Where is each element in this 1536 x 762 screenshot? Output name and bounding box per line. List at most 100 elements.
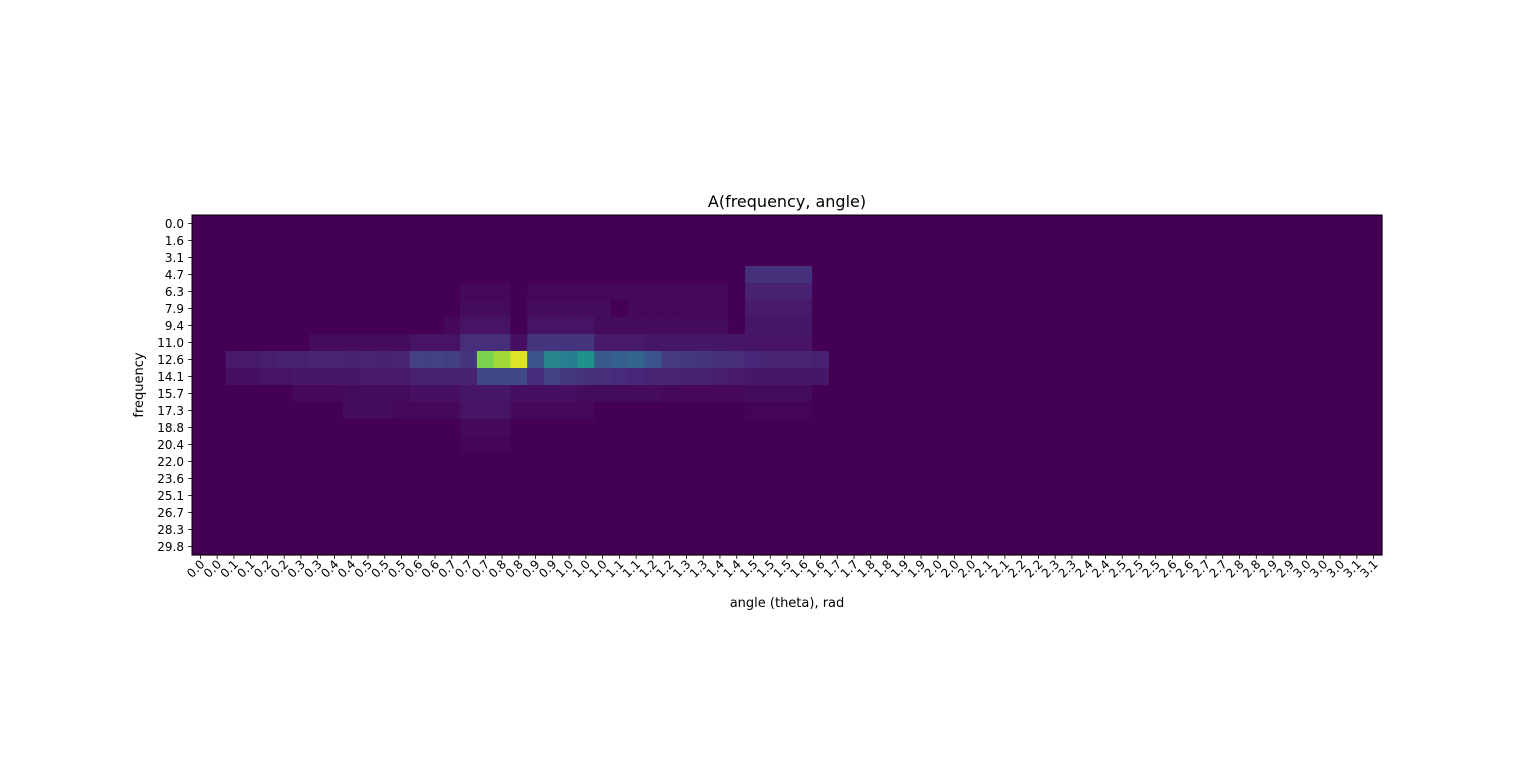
heatmap-cell: [1365, 453, 1383, 471]
heatmap-cell: [728, 453, 746, 471]
heatmap-cell: [1080, 334, 1098, 352]
heatmap-cell: [242, 504, 260, 522]
heatmap-cell: [745, 453, 763, 471]
heatmap-cell: [225, 521, 243, 539]
heatmap-cell: [543, 436, 562, 454]
heatmap-cell: [443, 470, 461, 488]
heatmap-cell: [1247, 487, 1266, 505]
heatmap-cell: [1247, 453, 1266, 471]
heatmap-cell: [259, 419, 277, 437]
heatmap-cell: [1331, 317, 1350, 335]
heatmap-cell: [309, 351, 327, 369]
heatmap-cell: [560, 317, 579, 335]
heatmap-cell: [1164, 504, 1182, 522]
heatmap-cell: [1097, 521, 1115, 539]
heatmap-cell: [1281, 317, 1299, 335]
heatmap-cell: [761, 436, 780, 454]
heatmap-cell: [1231, 487, 1249, 505]
heatmap-cell: [259, 487, 277, 505]
heatmap-cell: [1080, 266, 1098, 284]
heatmap-cell: [778, 351, 796, 369]
heatmap-cell: [711, 266, 729, 284]
heatmap-cell: [929, 317, 947, 335]
heatmap-cell: [1331, 402, 1350, 420]
heatmap-cell: [1214, 419, 1232, 437]
heatmap-cell: [979, 538, 998, 556]
heatmap-cell: [761, 283, 780, 301]
heatmap-cell: [912, 283, 931, 301]
heatmap-cell: [443, 334, 461, 352]
heatmap-cell: [292, 232, 310, 250]
heatmap-cell: [275, 470, 294, 488]
heatmap-cell: [1013, 453, 1031, 471]
heatmap-cell: [1348, 453, 1366, 471]
heatmap-cell: [912, 487, 931, 505]
heatmap-cell: [1113, 215, 1132, 233]
heatmap-cell: [359, 470, 377, 488]
heatmap-cell: [443, 385, 461, 403]
heatmap-cell: [1013, 436, 1031, 454]
heatmap-cell: [1348, 249, 1366, 267]
heatmap-cell: [460, 521, 478, 539]
heatmap-cell: [912, 215, 931, 233]
heatmap-cell: [1046, 232, 1065, 250]
heatmap-cell: [493, 504, 512, 522]
heatmap-cell: [208, 470, 227, 488]
heatmap-cell: [527, 470, 545, 488]
heatmap-cell: [594, 368, 612, 386]
heatmap-cell: [1348, 487, 1366, 505]
heatmap-cell: [1298, 300, 1316, 318]
heatmap-cell: [828, 436, 847, 454]
heatmap-cell: [527, 521, 545, 539]
heatmap-cell: [560, 334, 579, 352]
heatmap-cell: [644, 453, 662, 471]
heatmap-cell: [828, 470, 847, 488]
heatmap-cell: [644, 368, 662, 386]
heatmap-cell: [1164, 385, 1182, 403]
heatmap-cell: [1147, 266, 1165, 284]
heatmap-cell: [326, 249, 344, 267]
heatmap-cell: [594, 266, 612, 284]
heatmap-cell: [192, 521, 210, 539]
heatmap-cell: [1080, 283, 1098, 301]
heatmap-cell: [577, 266, 595, 284]
heatmap-cell: [1298, 521, 1316, 539]
heatmap-cell: [292, 538, 310, 556]
heatmap-cell: [1231, 300, 1249, 318]
heatmap-cell: [543, 402, 562, 420]
heatmap-cell: [1314, 215, 1333, 233]
heatmap-cell: [1247, 232, 1266, 250]
heatmap-cell: [644, 487, 662, 505]
heatmap-cell: [426, 504, 445, 522]
heatmap-cell: [745, 249, 763, 267]
heatmap-cell: [594, 232, 612, 250]
heatmap-cell: [225, 266, 243, 284]
heatmap-cell: [845, 436, 864, 454]
heatmap-cell: [879, 368, 897, 386]
heatmap-cell: [879, 215, 897, 233]
heatmap-cell: [627, 538, 646, 556]
heatmap-cell: [476, 470, 495, 488]
heatmap-cells: [192, 215, 1383, 556]
heatmap-cell: [661, 470, 679, 488]
heatmap-cell: [309, 300, 327, 318]
y-tick-label: 17.3: [157, 404, 184, 418]
heatmap-cell: [493, 521, 512, 539]
heatmap-cell: [1130, 487, 1148, 505]
heatmap-cell: [560, 300, 579, 318]
heatmap-cell: [460, 453, 478, 471]
heatmap-cell: [426, 283, 445, 301]
heatmap-cell: [694, 266, 713, 284]
heatmap-cell: [359, 317, 377, 335]
heatmap-cell: [1214, 470, 1232, 488]
heatmap-cell: [912, 453, 931, 471]
heatmap-cell: [577, 368, 595, 386]
heatmap-cell: [409, 436, 428, 454]
heatmap-cell: [1365, 300, 1383, 318]
heatmap-cell: [292, 334, 310, 352]
heatmap-cell: [962, 521, 981, 539]
heatmap-cell: [845, 470, 864, 488]
heatmap-cell: [812, 453, 830, 471]
heatmap-cell: [275, 351, 294, 369]
heatmap-cell: [862, 351, 880, 369]
